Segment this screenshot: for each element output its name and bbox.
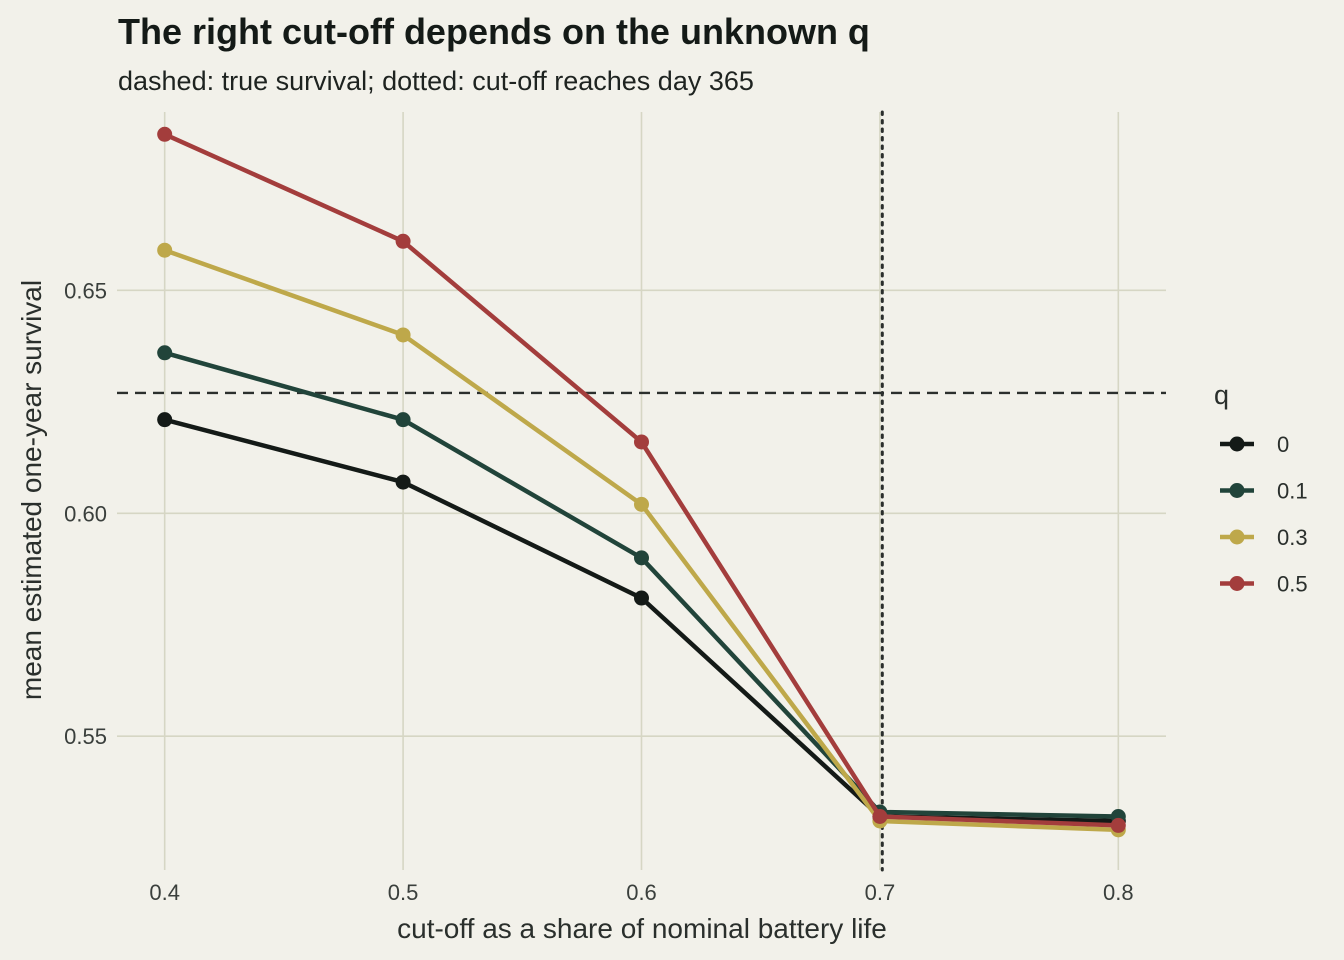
legend-key-point	[1229, 529, 1245, 545]
legend-title: q	[1214, 380, 1229, 410]
legend-label: 0.5	[1277, 572, 1308, 597]
data-point	[872, 808, 888, 824]
legend-item: 0.3	[1220, 525, 1308, 550]
legend-key-point	[1229, 436, 1245, 452]
data-point	[634, 550, 649, 566]
data-point	[395, 474, 411, 490]
y-axis-label: mean estimated one-year survival	[16, 280, 47, 700]
series-q-0-5	[157, 126, 1126, 833]
data-point	[395, 233, 411, 249]
legend-label: 0.1	[1277, 479, 1308, 504]
legend-label: 0.3	[1277, 525, 1308, 550]
reference-lines	[117, 110, 1166, 872]
data-point	[1110, 817, 1126, 833]
x-tick-label: 0.7	[865, 880, 896, 905]
tick-labels: 0.4 0.5 0.6 0.7 0.8 0.55 0.60 0.65	[64, 278, 1133, 905]
data-point	[634, 590, 649, 606]
legend-item: 0	[1220, 432, 1289, 457]
data-series	[157, 126, 1126, 838]
data-point	[395, 412, 411, 428]
legend: q 0 0.1 0.3 0.5	[1214, 380, 1308, 597]
data-point	[157, 242, 173, 258]
data-point	[634, 434, 649, 450]
y-tick-label: 0.65	[64, 278, 107, 303]
legend-key-point	[1229, 483, 1245, 498]
x-tick-label: 0.5	[388, 880, 419, 905]
data-point	[157, 345, 173, 361]
chart-title: The right cut-off depends on the unknown…	[118, 11, 870, 52]
y-tick-label: 0.60	[64, 501, 107, 526]
x-tick-label: 0.6	[626, 880, 657, 905]
x-tick-label: 0.8	[1103, 880, 1134, 905]
data-point	[157, 126, 173, 142]
legend-item: 0.5	[1220, 572, 1308, 597]
x-tick-label: 0.4	[149, 880, 180, 905]
legend-label: 0	[1277, 432, 1289, 457]
data-point	[395, 327, 411, 343]
chart-subtitle: dashed: true survival; dotted: cut-off r…	[118, 66, 754, 96]
grid-lines	[117, 112, 1166, 870]
legend-key-point	[1229, 576, 1245, 591]
legend-item: 0.1	[1220, 479, 1308, 504]
data-point	[157, 412, 173, 428]
y-tick-label: 0.55	[64, 724, 107, 749]
x-axis-label: cut-off as a share of nominal battery li…	[397, 913, 887, 944]
data-point	[634, 496, 649, 512]
